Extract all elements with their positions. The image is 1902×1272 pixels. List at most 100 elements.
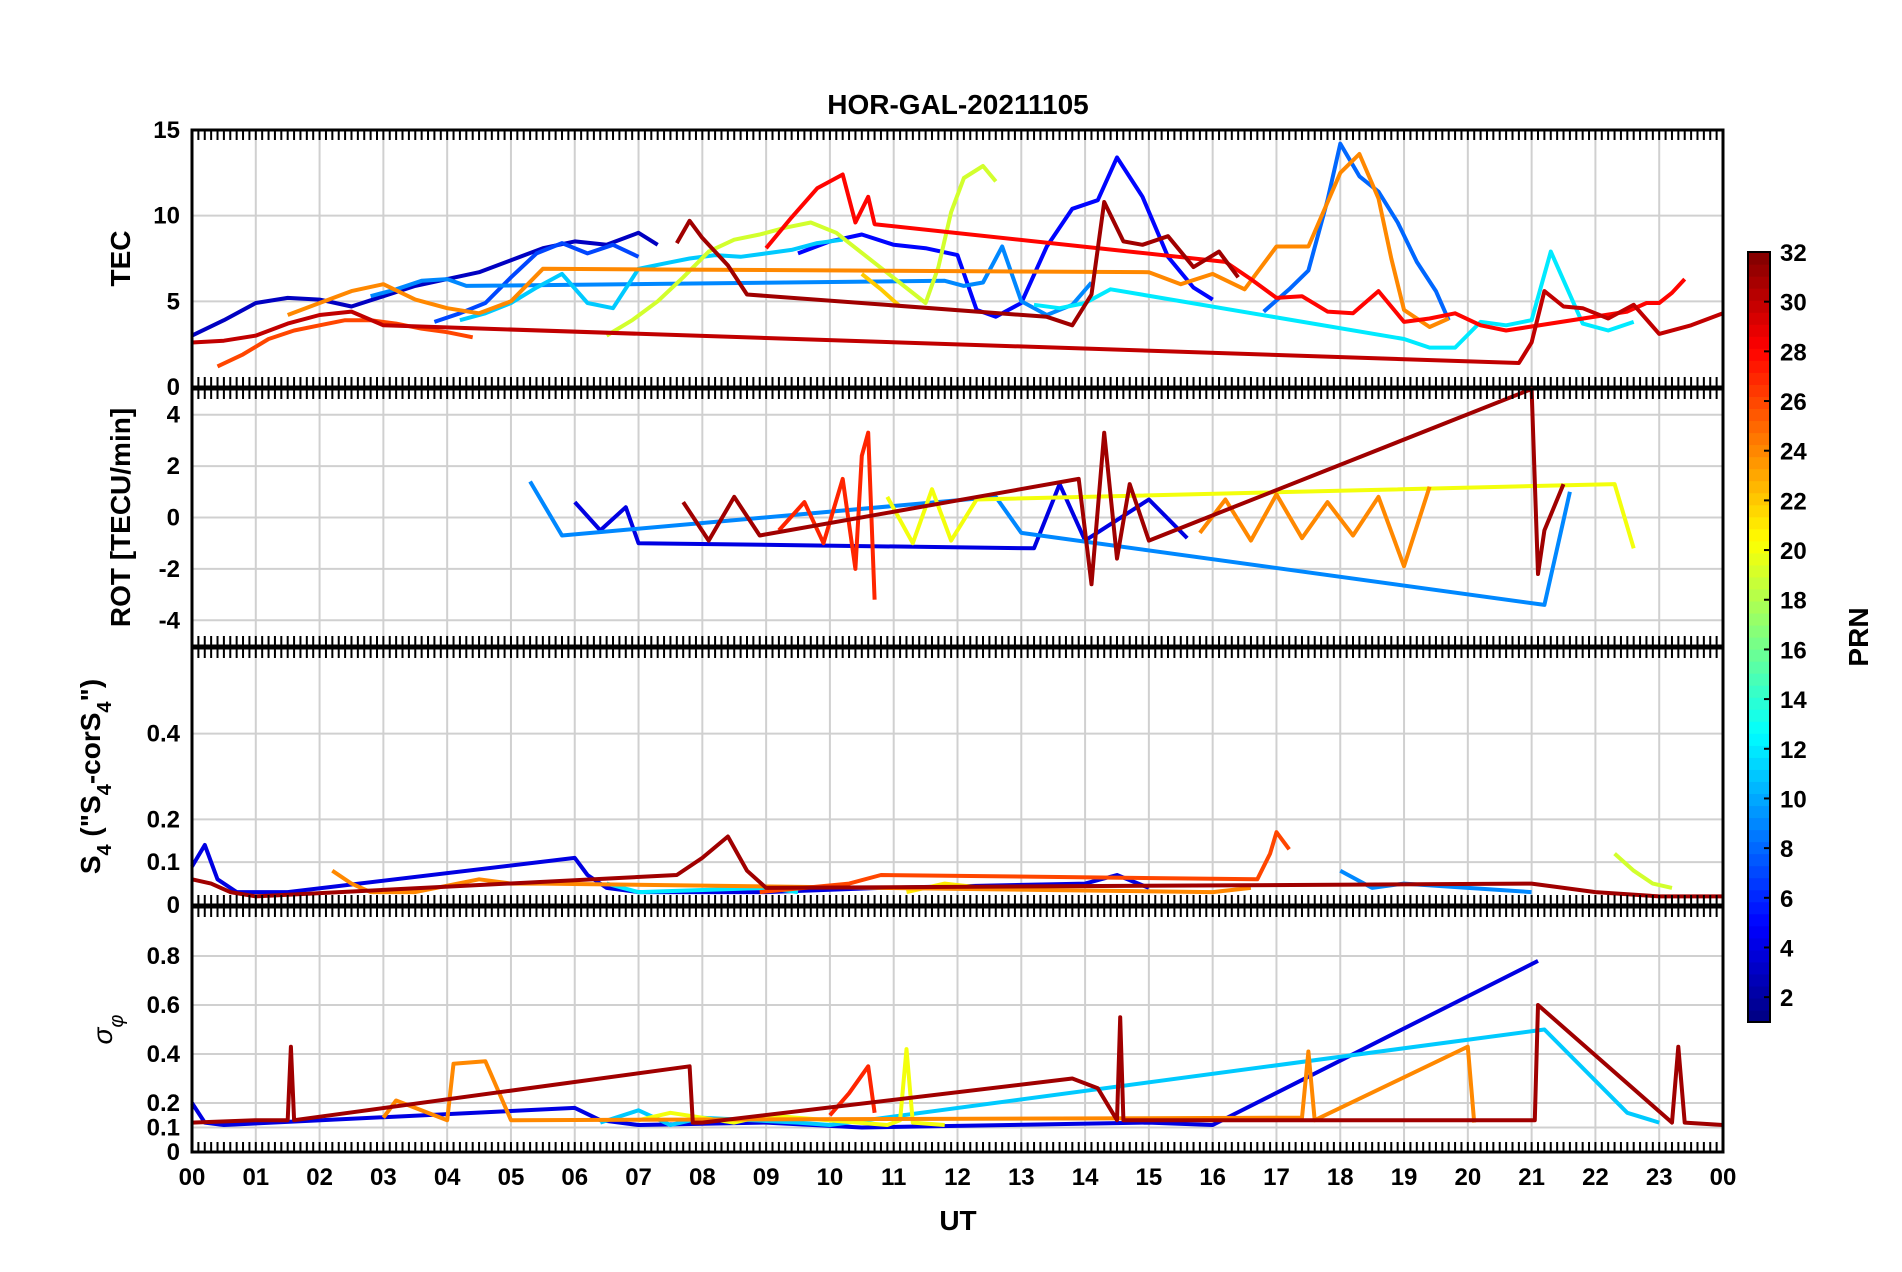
y-tick-label: 15 <box>153 117 180 144</box>
panel-frame <box>190 905 1725 1154</box>
x-tick-label: 20 <box>1454 1164 1481 1191</box>
colorbar-tick-label: 6 <box>1780 886 1793 913</box>
y-tick-label: 5 <box>167 288 180 315</box>
x-tick-label: 09 <box>753 1164 780 1191</box>
colorbar-segment <box>1748 649 1770 662</box>
colorbar-segment <box>1748 841 1770 855</box>
x-tick-label: 13 <box>1008 1164 1035 1191</box>
colorbar-segment <box>1748 600 1770 614</box>
x-tick-label: 12 <box>944 1164 971 1191</box>
series-line-prn-20 <box>885 482 1636 549</box>
colorbar-segment <box>1748 444 1770 458</box>
series-line-prn-24 <box>286 152 1450 329</box>
colorbar-segment <box>1748 1009 1770 1023</box>
colorbar-tick-label: 16 <box>1780 637 1807 664</box>
colorbar-segment <box>1748 637 1770 650</box>
panel-frame <box>190 646 1725 907</box>
colorbar-tick-label: 4 <box>1780 935 1794 962</box>
y-tick-label: 0.4 <box>147 721 181 748</box>
y-tick-label: 0.4 <box>147 1041 181 1068</box>
colorbar-segment <box>1748 336 1770 349</box>
series-line-prn-31 <box>681 387 1566 587</box>
series-line-prn-24 <box>331 869 1252 895</box>
colorbar-segment <box>1748 576 1770 590</box>
series-line-prn-3 <box>191 230 659 338</box>
series-line-prn-24 <box>381 1044 1477 1123</box>
colorbar-segment <box>1748 276 1770 289</box>
colorbar-segment <box>1748 384 1770 397</box>
series-line-prn-9 <box>528 480 1572 607</box>
colorbar-segment <box>1748 528 1770 542</box>
x-tick-label: 06 <box>561 1164 588 1191</box>
y-tick-label: 0.6 <box>147 992 180 1019</box>
colorbar-segment <box>1748 661 1770 674</box>
series-line-prn-19 <box>605 164 998 338</box>
series-line-prn-11 <box>599 1027 1660 1127</box>
colorbar-tick-label: 12 <box>1780 737 1807 764</box>
series-line-prn-4 <box>190 959 1539 1130</box>
colorbar-segment <box>1748 588 1770 602</box>
x-tick-label: 17 <box>1263 1164 1290 1191</box>
colorbar-segment <box>1748 805 1770 819</box>
x-axis-label: UT <box>939 1205 976 1236</box>
panel-rot: -4 -2 0 2 4 ROT [TECU/min] <box>105 387 1725 648</box>
colorbar-segment <box>1748 757 1770 770</box>
colorbar-segment <box>1748 949 1770 963</box>
panel-frame <box>190 387 1725 648</box>
panel-tec: 0 5 10 15 TEC <box>105 117 1725 401</box>
colorbar-segment <box>1748 685 1770 698</box>
colorbar-segment <box>1748 793 1770 807</box>
x-tick-label: 00 <box>179 1164 206 1191</box>
y-axis-label: σφ <box>87 1015 128 1045</box>
colorbar-segment <box>1748 985 1770 999</box>
colorbar-segment <box>1748 324 1770 337</box>
colorbar-segment <box>1748 408 1770 422</box>
y-axis-label: S4 ("S4-corS4") <box>75 679 116 874</box>
colorbar-segment <box>1748 420 1770 434</box>
series-line-prn-22 <box>860 272 902 308</box>
colorbar-segment <box>1748 817 1770 831</box>
y-axis-label: ROT [TECU/min] <box>105 408 136 627</box>
colorbar-segment <box>1748 913 1770 927</box>
x-tick-label: 14 <box>1072 1164 1099 1191</box>
colorbar-segment <box>1748 396 1770 410</box>
colorbar-segment <box>1748 288 1770 301</box>
series-line-prn-28 <box>764 172 1687 333</box>
colorbar-tick-label: 28 <box>1780 339 1807 366</box>
colorbar-segment <box>1748 360 1770 373</box>
colorbar-segment <box>1748 781 1770 795</box>
series-line-prn-31 <box>191 1003 1724 1127</box>
x-tick-label: 08 <box>689 1164 716 1191</box>
colorbar-segment <box>1748 264 1770 277</box>
y-tick-label: 0.1 <box>147 1115 180 1142</box>
colorbar-segment <box>1748 456 1770 470</box>
colorbar-segment <box>1748 865 1770 879</box>
colorbar-segment <box>1748 973 1770 987</box>
colorbar-segment <box>1748 624 1770 638</box>
colorbar-tick-label: 32 <box>1780 240 1807 267</box>
x-tick-label: 19 <box>1391 1164 1418 1191</box>
x-tick-label: 00 <box>1710 1164 1737 1191</box>
colorbar-segment <box>1748 468 1770 482</box>
colorbar-tick-label: 2 <box>1780 985 1793 1012</box>
colorbar-segment <box>1748 552 1770 566</box>
y-tick-label: -4 <box>159 607 181 634</box>
x-tick-label: 22 <box>1582 1164 1609 1191</box>
colorbar-segment <box>1748 612 1770 626</box>
y-tick-label: 0 <box>167 892 180 919</box>
colorbar-segment <box>1748 709 1770 722</box>
colorbar-frame <box>1747 251 1771 1023</box>
series-line-prn-31 <box>675 200 1240 328</box>
series-line-prn-11 <box>459 237 843 323</box>
colorbar-tick-label: 26 <box>1780 389 1807 416</box>
y-tick-label: 0.8 <box>147 943 180 970</box>
colorbar-segment <box>1748 721 1770 734</box>
panel-frame <box>190 128 1725 389</box>
colorbar-segment <box>1748 937 1770 951</box>
colorbar-segment <box>1748 432 1770 446</box>
colorbar-segment <box>1748 516 1770 530</box>
colorbar-tick-label: 24 <box>1780 439 1807 466</box>
colorbar-segment <box>1748 925 1770 939</box>
colorbar-segment <box>1748 504 1770 518</box>
